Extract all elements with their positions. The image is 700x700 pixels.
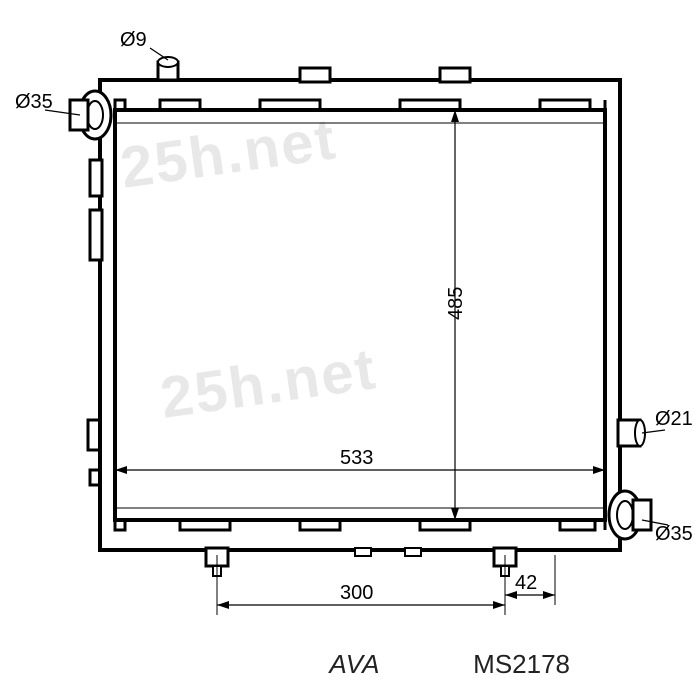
label-d35-br: Ø35 [655, 523, 693, 545]
label-d35-tl: Ø35 [15, 91, 53, 113]
mount-left-2 [90, 210, 102, 260]
dim-width-533: 533 [115, 115, 605, 520]
dim-label-533: 533 [340, 447, 373, 469]
dim-label-485: 485 [445, 287, 467, 320]
sensor-port-top [158, 57, 178, 80]
dim-label-42: 42 [515, 572, 537, 594]
nub-1 [355, 548, 371, 556]
sensor-port-right [618, 420, 645, 446]
outer-tank [100, 80, 620, 550]
dim-offset-300: 300 [217, 555, 505, 615]
mount-left-1 [90, 160, 102, 196]
label-d21: Ø21 [655, 408, 693, 430]
callout-d21: Ø21 [642, 408, 693, 433]
brand-part-number: MS2178 [473, 649, 570, 680]
dim-label-300: 300 [340, 582, 373, 604]
mount-top-2 [440, 68, 470, 82]
radiator-drawing: 533 485 300 42 Ø35 Ø9 Ø21 [0, 0, 700, 700]
label-d9: Ø9 [120, 29, 147, 51]
mount-top-1 [300, 68, 330, 82]
outlet-bottom-right [609, 491, 651, 539]
nub-2 [405, 548, 421, 556]
brand-manufacturer: AVA [329, 649, 380, 680]
callout-d9: Ø9 [120, 29, 168, 60]
